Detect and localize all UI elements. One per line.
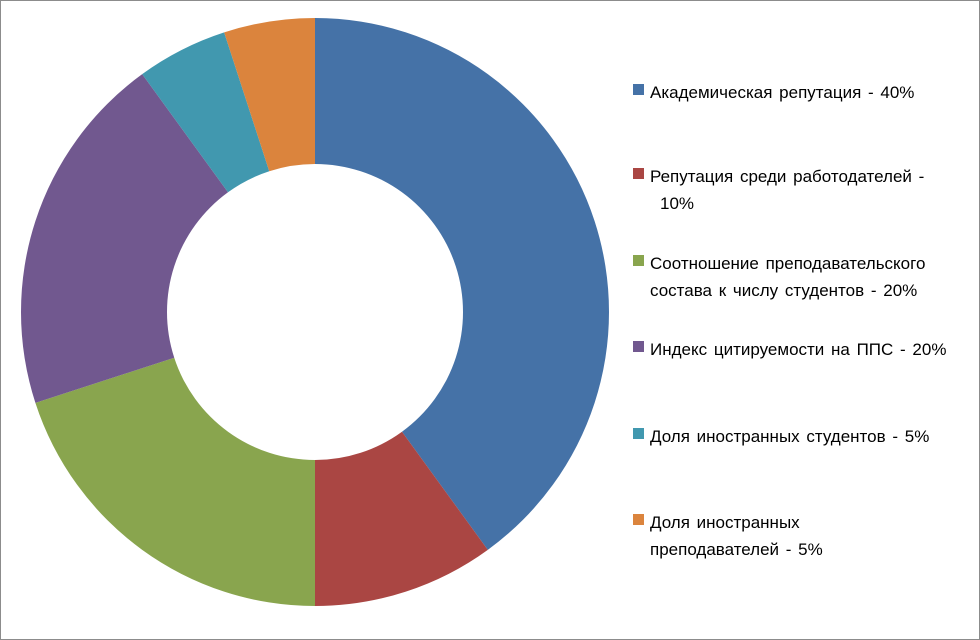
legend-swatch xyxy=(633,255,644,266)
donut-slice-4 xyxy=(20,74,229,403)
legend-label: Индекс цитируемости на ППС - 20% xyxy=(650,340,947,359)
legend-label: Репутация среди работодателей - 10% xyxy=(650,167,925,213)
donut-slice-2 xyxy=(315,431,488,606)
legend-swatch xyxy=(633,341,644,352)
legend-swatch xyxy=(633,168,644,179)
donut-slice-6 xyxy=(224,18,315,172)
donut-slice-1 xyxy=(315,18,609,550)
legend-label: Доля иностранных преподавателей - 5% xyxy=(650,513,823,559)
donut-chart xyxy=(20,18,609,606)
donut-slice-3 xyxy=(35,357,316,606)
legend-swatch xyxy=(633,514,644,525)
legend-swatch xyxy=(633,84,644,95)
legend-label: Соотношение преподавательского состава к… xyxy=(650,254,926,300)
legend-label: Академическая репутация - 40% xyxy=(650,83,915,102)
legend-label: Доля иностранных студентов - 5% xyxy=(650,427,930,446)
legend: Академическая репутация - 40% Репутация … xyxy=(633,1,973,639)
legend-swatch xyxy=(633,428,644,439)
donut-slice-5 xyxy=(142,32,270,193)
